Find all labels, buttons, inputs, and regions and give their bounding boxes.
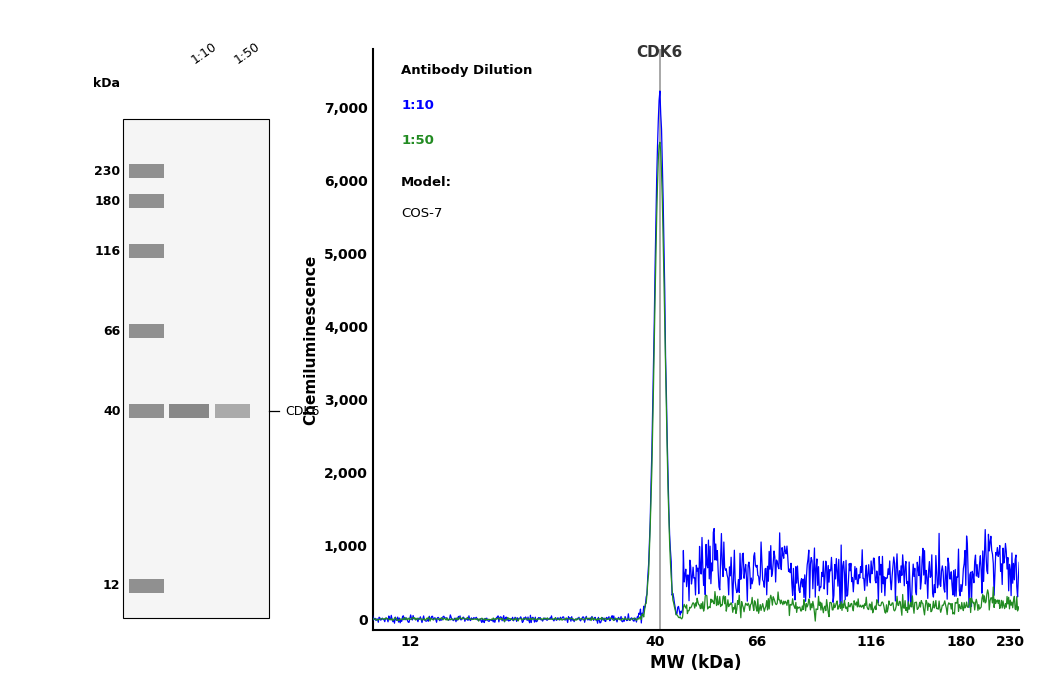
Text: CDK6: CDK6 bbox=[285, 405, 319, 417]
Text: 66: 66 bbox=[103, 325, 121, 337]
Text: 1:10: 1:10 bbox=[189, 40, 219, 66]
Bar bbox=[215, 404, 250, 419]
Text: 1:10: 1:10 bbox=[401, 99, 434, 112]
Text: 1:50: 1:50 bbox=[401, 134, 434, 147]
Bar bbox=[168, 404, 209, 419]
Text: 230: 230 bbox=[95, 164, 121, 178]
Bar bbox=[129, 194, 163, 209]
Bar bbox=[129, 244, 163, 258]
Bar bbox=[129, 404, 163, 419]
Text: 116: 116 bbox=[95, 244, 121, 258]
Text: 1:50: 1:50 bbox=[232, 40, 263, 66]
Bar bbox=[123, 119, 268, 618]
Y-axis label: Chemiluminescence: Chemiluminescence bbox=[304, 254, 318, 425]
Text: Antibody Dilution: Antibody Dilution bbox=[401, 64, 532, 76]
Bar bbox=[129, 164, 163, 178]
X-axis label: MW (kDa): MW (kDa) bbox=[650, 654, 742, 673]
Text: 180: 180 bbox=[95, 195, 121, 208]
Bar bbox=[129, 324, 163, 338]
Text: Model:: Model: bbox=[401, 176, 452, 189]
Text: 40: 40 bbox=[103, 405, 121, 417]
Text: 12: 12 bbox=[103, 580, 121, 592]
Text: kDa: kDa bbox=[94, 77, 121, 90]
Text: CDK6: CDK6 bbox=[636, 45, 683, 60]
Text: COS-7: COS-7 bbox=[401, 207, 442, 220]
Bar bbox=[129, 579, 163, 593]
